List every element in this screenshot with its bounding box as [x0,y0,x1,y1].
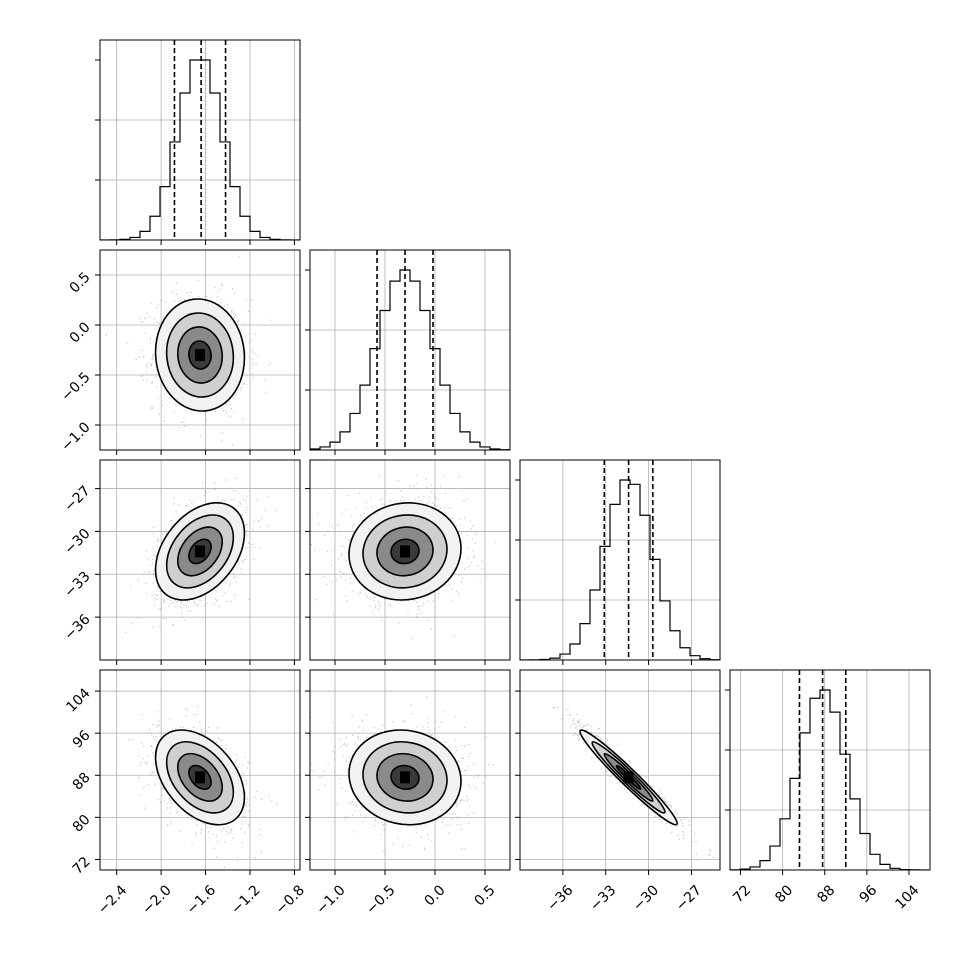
x-tick-label: 88 [814,882,838,906]
y-tick-label: −0.5 [58,369,93,404]
histogram-2 [520,479,720,660]
y-tick-label: 72 [70,854,94,878]
panel-1-1 [305,249,511,455]
x-tick-label: −30 [630,882,662,914]
y-tick-label: 104 [63,685,93,715]
y-tick-label: −30 [61,526,93,558]
panel-frame [729,669,931,871]
y-tick-label: 96 [70,727,94,751]
panel-1-0: −1.0 −0.5 0.0 0.5 [58,249,301,455]
panel-frame [99,39,301,241]
panel-frame [99,249,301,451]
panel-3-3: 72 80 88 96 104 [725,669,931,913]
panel-frame [309,669,511,871]
panel-0-0 [95,39,301,245]
y-tick-label: 0.5 [67,269,94,296]
x-tick-label: 72 [730,882,754,906]
density-peak [623,771,634,784]
x-tick-label: −33 [587,882,619,914]
panel-frame [519,669,721,871]
panel-2-1 [305,459,511,665]
x-tick-label: −2.4 [95,882,130,917]
density-peak [400,545,410,558]
histogram-3 [730,689,930,870]
panel-2-0: −36 −33 −30 −27 [61,459,301,665]
x-tick-label: −27 [673,882,705,914]
x-tick-label: 80 [772,882,796,906]
x-tick-label: −1.6 [184,882,219,917]
panel-3-2: −36 −33 −30 −27 [515,669,721,915]
panel-frame [309,249,511,451]
density-peak [195,771,205,784]
histogram-0 [100,59,300,240]
panel-frame [519,459,721,661]
x-tick-label: −1.2 [228,882,263,917]
panel-frame [99,459,301,661]
x-tick-label: −2.0 [139,882,174,917]
panel-2-2 [515,459,721,665]
y-tick-label: 88 [70,770,94,794]
y-tick-label: −1.0 [58,419,93,454]
x-tick-label: −0.5 [363,882,398,917]
x-tick-label: −36 [544,882,576,914]
density-peak [195,349,205,361]
density-peak [400,771,410,784]
panel-3-0: −2.4 −2.0 −1.6 −1.2 −0.8 72 80 88 96 104 [63,669,308,918]
histogram-1 [310,269,510,450]
x-tick-label: 96 [857,882,881,906]
panel-frame [309,459,511,661]
y-tick-label: −27 [61,483,93,515]
x-tick-label: −1.0 [313,882,348,917]
density-peak [195,545,205,558]
x-tick-label: −0.8 [273,882,308,917]
panel-3-1: −1.0 −0.5 0.0 0.5 [305,669,511,918]
x-tick-label: 104 [892,882,922,912]
y-tick-label: −36 [61,611,93,643]
y-tick-label: −33 [61,569,93,601]
y-tick-label: 80 [70,812,94,836]
panel-frame [99,669,301,871]
x-tick-label: 0.5 [472,882,499,909]
x-tick-label: 0.0 [422,882,449,909]
y-tick-label: 0.0 [67,319,94,346]
